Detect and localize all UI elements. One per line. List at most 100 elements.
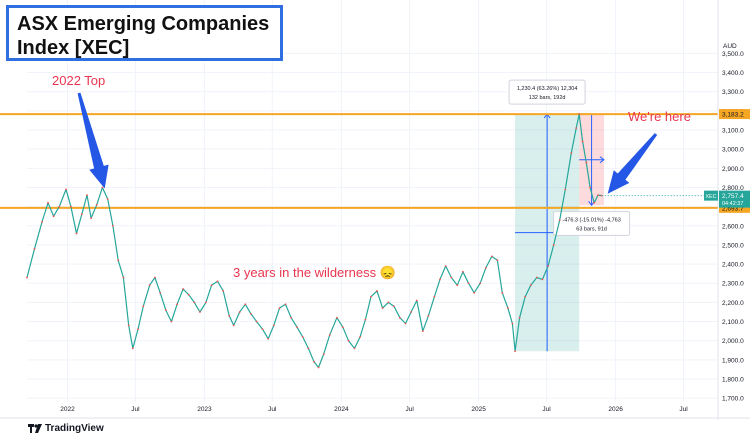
price-point xyxy=(52,215,55,218)
price-point xyxy=(597,194,599,197)
measure-down-harrow xyxy=(599,156,605,164)
price-point xyxy=(564,188,567,191)
price-point xyxy=(387,301,390,304)
y-tick-label: 1,900.0 xyxy=(722,357,744,364)
price-point xyxy=(170,320,173,323)
price-line xyxy=(26,113,602,369)
hline-price-label: 2,693.7 xyxy=(722,205,744,212)
price-point xyxy=(410,311,413,313)
price-point xyxy=(272,324,275,327)
price-point xyxy=(381,307,384,310)
hline-price-tag xyxy=(719,109,750,120)
measure-down-label-box xyxy=(553,210,631,236)
price-point xyxy=(164,309,167,311)
arrow-2022-top xyxy=(77,92,109,189)
y-tick-label: 3,400.0 xyxy=(722,70,744,77)
x-tick-label: Jul xyxy=(542,406,551,413)
price-point xyxy=(507,307,509,310)
price-point xyxy=(75,232,78,235)
price-point xyxy=(578,113,581,115)
price-point xyxy=(106,198,109,200)
price-point xyxy=(322,353,325,356)
chart-title: ASX Emerging Companies Index [XEC] xyxy=(6,5,283,61)
y-tick-label: 3,100.0 xyxy=(722,128,744,135)
price-point xyxy=(511,322,514,325)
price-point xyxy=(547,265,549,267)
y-tick-label: 1,700.0 xyxy=(722,396,744,403)
price-point xyxy=(69,205,72,208)
price-point xyxy=(95,203,98,206)
price-point xyxy=(427,314,430,317)
y-tick-label: 2,100.0 xyxy=(722,319,744,326)
price-point xyxy=(347,339,350,342)
x-tick-label: Jul xyxy=(268,406,277,413)
price-point xyxy=(33,247,36,250)
chart-title-line-2: Index [XEC] xyxy=(17,37,130,59)
price-point xyxy=(529,284,532,287)
price-point xyxy=(439,278,441,281)
price-point xyxy=(514,350,516,353)
y-tick-label: 2,600.0 xyxy=(722,223,744,230)
price-point xyxy=(301,335,304,338)
price-series xyxy=(26,113,718,369)
price-point xyxy=(467,282,470,285)
y-tick-label: 2,800.0 xyxy=(722,185,744,192)
price-point xyxy=(80,213,83,216)
price-point xyxy=(26,276,28,279)
y-tick-label: 2,400.0 xyxy=(722,262,744,269)
price-point xyxy=(148,284,151,287)
price-point xyxy=(570,152,573,154)
price-point xyxy=(589,186,591,189)
price-point xyxy=(127,324,130,327)
price-point xyxy=(112,224,114,227)
price-point xyxy=(484,267,487,269)
price-point xyxy=(47,201,49,204)
price-point xyxy=(210,284,213,287)
arrow-we-are-here xyxy=(607,133,658,194)
price-point xyxy=(250,312,252,315)
price-point xyxy=(404,322,407,325)
price-point xyxy=(585,161,588,164)
price-point xyxy=(261,328,264,331)
price-point xyxy=(222,290,225,292)
tradingview-logo[interactable]: TradingView xyxy=(28,423,104,434)
price-point xyxy=(328,334,331,336)
price-point xyxy=(199,311,201,313)
price-point xyxy=(193,301,196,304)
chart-title-line-1: ASX Emerging Companies xyxy=(17,13,270,35)
annotation-we-are-here: We're here xyxy=(628,109,691,124)
measure-down-line2: 63 bars, 91d xyxy=(576,226,607,232)
y-tick-label: 3,300.0 xyxy=(722,89,744,96)
price-point xyxy=(518,316,521,319)
price-point xyxy=(142,305,145,308)
price-point xyxy=(444,265,447,267)
x-tick-label: Jul xyxy=(679,406,688,413)
x-tick-label: 2024 xyxy=(334,406,349,413)
price-point xyxy=(154,276,156,279)
last-price-tag xyxy=(719,190,750,208)
y-tick-label: 2,200.0 xyxy=(722,300,744,307)
price-point xyxy=(296,326,298,329)
price-point xyxy=(86,194,88,197)
price-point xyxy=(90,217,93,220)
countdown-label: 04:42:37 xyxy=(722,201,743,207)
price-point xyxy=(307,347,310,350)
price-point xyxy=(290,316,292,319)
price-point xyxy=(176,303,178,306)
price-point xyxy=(558,219,561,221)
price-point xyxy=(187,293,190,296)
price-point xyxy=(278,307,281,310)
price-point xyxy=(58,205,61,208)
price-point xyxy=(450,276,453,279)
price-point xyxy=(267,337,270,340)
price-point xyxy=(433,295,436,298)
price-point xyxy=(575,127,578,130)
price-point xyxy=(473,291,476,294)
price-point xyxy=(122,276,125,279)
chart-grid xyxy=(27,0,718,402)
x-tick-label: Jul xyxy=(405,406,414,413)
hline-price-label: 3,183.2 xyxy=(722,112,744,119)
price-point xyxy=(284,303,287,306)
